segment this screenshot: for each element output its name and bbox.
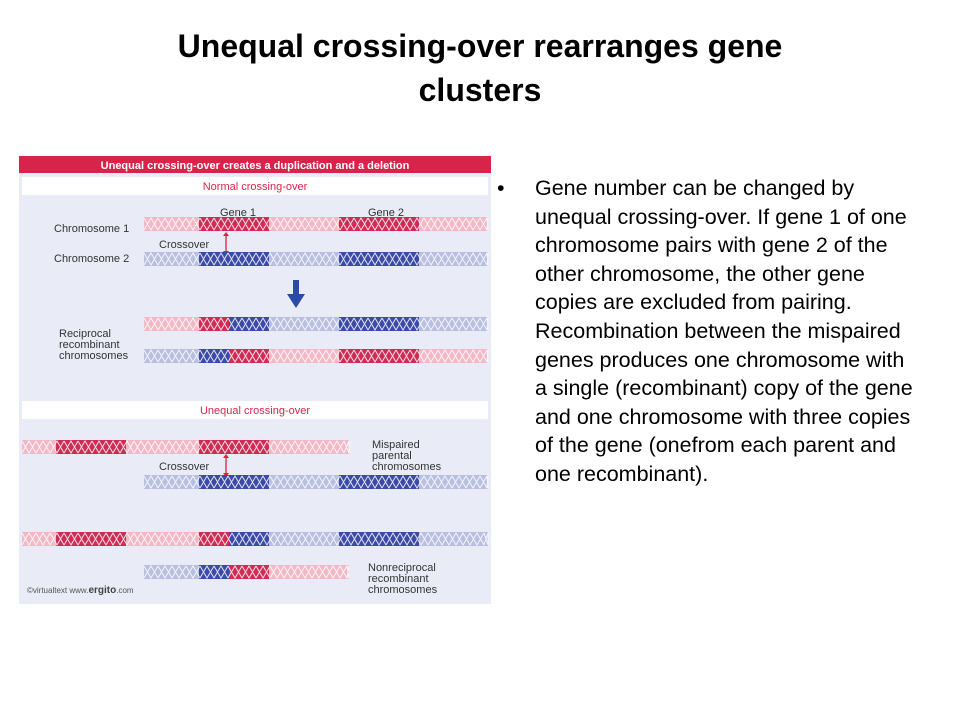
credit-brand: ergito	[88, 585, 116, 596]
mispaired-label-line-2: parental	[372, 450, 412, 462]
nonreciprocal-recombinant-single-copy	[143, 564, 350, 580]
gene2-label: Gene 2	[368, 207, 404, 219]
crossover-label-unequal: Crossover	[159, 461, 209, 473]
credit-prefix: ©virtualtext www.	[27, 586, 88, 595]
figure-credit: ©virtualtext www.ergito.com	[27, 585, 134, 596]
reciprocal-recombinant-1	[143, 316, 489, 332]
mispaired-label-line-3: chromosomes	[372, 461, 442, 473]
crossover-label-normal: Crossover	[159, 239, 209, 251]
chromosome-1-strand	[143, 216, 489, 232]
reciprocal-recombinant-2	[143, 348, 489, 364]
slide-title: Unequal crossing-over rearranges gene cl…	[60, 24, 900, 112]
credit-suffix: .com	[116, 586, 134, 595]
reciprocal-label-line-2: recombinant	[59, 339, 120, 351]
figure-header: Unequal crossing-over creates a duplicat…	[101, 160, 410, 172]
reciprocal-label-line-1: Reciprocal	[59, 328, 111, 340]
down-arrow-icon	[287, 280, 305, 308]
gene1-label: Gene 1	[220, 207, 256, 219]
normal-section-title: Normal crossing-over	[203, 181, 308, 193]
chromosome-strands	[21, 216, 489, 580]
nonreciprocal-recombinant-three-copies	[21, 532, 489, 546]
unequal-section-bar	[22, 401, 488, 419]
bullet-text: Gene number can be changed by unequal cr…	[535, 176, 913, 486]
bullet-marker: •	[497, 176, 505, 200]
slide-title-line-1: Unequal crossing-over rearranges gene	[177, 28, 783, 64]
normal-section-bar	[22, 177, 488, 195]
mispaired-chromosome-blue	[143, 474, 489, 490]
bullet-point: • Gene number can be changed by unequal …	[497, 174, 917, 489]
unequal-crossing-over-figure: Unequal crossing-over creates a duplicat…	[19, 156, 491, 604]
nonreciprocal-label-line-2: recombinant	[368, 573, 429, 585]
mispaired-label-line-1: Mispaired	[372, 439, 420, 451]
nonreciprocal-label-line-1: Nonreciprocal	[368, 562, 436, 574]
mispaired-chromosome-red	[21, 440, 350, 454]
nonreciprocal-label-line-3: chromosomes	[368, 584, 438, 596]
slide-title-line-2: clusters	[418, 72, 542, 108]
chromosome1-label: Chromosome 1	[54, 223, 129, 235]
unequal-section-title: Unequal crossing-over	[200, 405, 310, 417]
reciprocal-label-line-3: chromosomes	[59, 350, 129, 362]
figure-header-bar	[19, 156, 491, 173]
chromosome-2-strand	[143, 251, 489, 267]
chromosome2-label: Chromosome 2	[54, 253, 129, 265]
